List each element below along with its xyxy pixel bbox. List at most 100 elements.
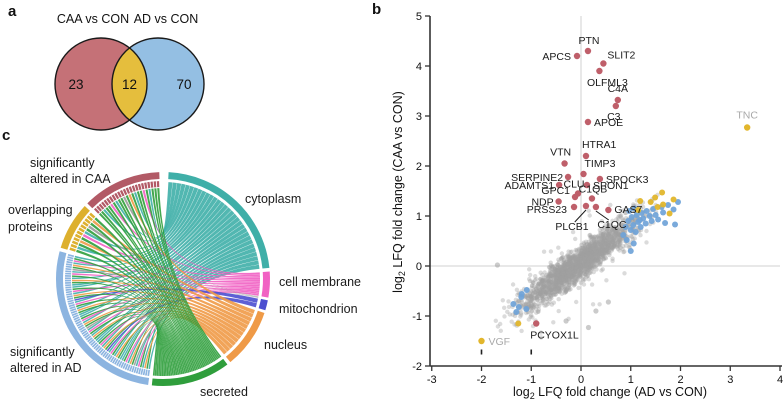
protein-label-C1QC: C1QC — [597, 219, 627, 231]
protein-point-GPC1 — [571, 193, 579, 201]
protein-point-PLCB1 — [582, 202, 590, 210]
protein-label-PLCB1: PLCB1 — [555, 221, 588, 233]
svg-text:3: 3 — [727, 374, 733, 386]
svg-text:mitochondrion: mitochondrion — [279, 302, 358, 316]
svg-text:nucleus: nucleus — [264, 338, 307, 352]
protein-label-VGF: VGF — [489, 336, 511, 348]
axis-tick-labels: -2 -1 0 1 2 3 4 5 -3 -2 -1 0 1 2 3 4 — [412, 11, 783, 386]
protein-slot-ticks — [65, 181, 160, 377]
protein-label-HTRA1: HTRA1 — [582, 139, 617, 151]
protein-point-OLFML3 — [596, 67, 603, 75]
protein-label-OLFML3: OLFML3 — [587, 77, 628, 89]
protein-point-HTRA1 — [582, 152, 590, 160]
svg-text:altered in AD: altered in AD — [10, 361, 82, 375]
svg-text:0: 0 — [578, 374, 584, 386]
svg-text:2: 2 — [416, 161, 422, 173]
protein-point-VGF — [478, 337, 485, 345]
protein-label-CLU: CLU — [564, 179, 585, 191]
protein-label-NDP: NDP — [531, 197, 553, 209]
venn-right-label: AD vs CON — [134, 12, 199, 26]
protein-point-C4A — [614, 96, 622, 104]
panel-a-letter: a — [8, 3, 17, 20]
protein-label-VTN: VTN — [550, 147, 571, 159]
protein-point-GAS7 — [605, 206, 612, 214]
protein-label-PCYOX1L: PCYOX1L — [530, 330, 579, 342]
protein-label-APOE: APOE — [594, 117, 623, 129]
protein-point-VTN — [561, 160, 568, 167]
protein-point-PCYOX1L — [533, 320, 540, 327]
svg-text:-3: -3 — [427, 374, 437, 386]
zero-lines — [430, 16, 780, 366]
protein-point-TNC — [743, 124, 751, 131]
svg-text:proteins: proteins — [8, 220, 52, 234]
protein-point-TIMP3 — [580, 170, 587, 178]
protein-point-SERPINE2 — [564, 173, 572, 181]
protein-label-C4A: C4A — [608, 83, 628, 95]
venn-right-count: 70 — [176, 77, 191, 92]
svg-text:3: 3 — [416, 111, 422, 123]
svg-text:0: 0 — [416, 261, 422, 273]
svg-text:secreted: secreted — [200, 385, 248, 399]
svg-text:-2: -2 — [412, 361, 422, 373]
x-axis-title: log2 LFQ fold change (AD vs CON) — [513, 385, 707, 401]
svg-text:cell membrane: cell membrane — [279, 275, 361, 289]
protein-label-PTN: PTN — [578, 35, 599, 47]
protein-label-C1QB: C1QB — [579, 184, 608, 196]
axis-ticks — [425, 15, 781, 371]
protein-label-GPC1: GPC1 — [541, 185, 570, 197]
svg-text:significantly: significantly — [10, 345, 75, 359]
svg-text:1: 1 — [416, 211, 422, 223]
protein-label-SPOCK3: SPOCK3 — [606, 174, 649, 186]
protein-point-NDP — [555, 198, 562, 205]
protein-point-ADAMTS1 — [555, 181, 563, 189]
protein-point-SPOCK3 — [596, 175, 604, 183]
protein-label-SLIT2: SLIT2 — [607, 50, 635, 62]
protein-label-TNC: TNC — [736, 110, 758, 122]
overlap-points — [515, 189, 677, 327]
protein-point-C1QB — [588, 195, 596, 202]
chord-labels: cytoplasm cell membrane mitochondrion nucle… — [8, 156, 361, 399]
venn-left-label: CAA vs CON — [57, 12, 129, 26]
svg-text:5: 5 — [416, 11, 422, 23]
svg-text:-1: -1 — [526, 374, 536, 386]
protein-label-GAS7: GAS7 — [614, 204, 642, 216]
protein-label-SERPINE2: SERPINE2 — [511, 172, 563, 184]
venn-overlap-count: 12 — [122, 77, 137, 92]
chord-ribbons — [72, 182, 260, 376]
svg-text:1: 1 — [628, 374, 634, 386]
venn-overlap-region — [112, 38, 147, 130]
category-arc-bands — [56, 172, 270, 386]
svg-text:cytoplasm: cytoplasm — [245, 192, 301, 206]
protein-point-PRSS23 — [570, 203, 578, 211]
svg-text:-2: -2 — [477, 374, 487, 386]
protein-point-C1QC — [592, 203, 600, 211]
venn-left-count: 23 — [68, 77, 83, 92]
venn-diagram: CAA vs CON AD vs CON 23 12 70 — [54, 12, 205, 131]
protein-label-ADAMTS1: ADAMTS1 — [505, 180, 555, 192]
y-axis-title: log2 LFQ fold change (CAA vs CON) — [391, 91, 407, 293]
svg-text:overlapping: overlapping — [8, 203, 73, 217]
chord-diagram: cytoplasm cell membrane mitochondrion nucle… — [8, 156, 361, 399]
protein-label-PRSS23: PRSS23 — [527, 204, 567, 216]
protein-point-APCS — [573, 52, 581, 60]
protein-point-APOE — [584, 118, 592, 126]
panel-b-letter: b — [372, 1, 382, 18]
panel-c-letter: c — [2, 127, 11, 144]
protein-label-SPON1: SPON1 — [593, 180, 629, 192]
svg-text:significantly: significantly — [30, 156, 95, 170]
svg-text:4: 4 — [416, 61, 422, 73]
protein-label-TIMP3: TIMP3 — [584, 158, 615, 170]
protein-point-SPON1 — [583, 181, 591, 189]
protein-point-C3 — [612, 102, 620, 110]
svg-text:altered in CAA: altered in CAA — [30, 172, 111, 186]
protein-point-PTN — [584, 47, 592, 55]
axes — [429, 16, 782, 367]
protein-point-SLIT2 — [600, 60, 607, 67]
clipped-point-markers — [480, 349, 533, 355]
svg-text:-1: -1 — [412, 311, 422, 323]
protein-label-APCS: APCS — [542, 51, 571, 63]
protein-label-C3: C3 — [607, 111, 621, 123]
